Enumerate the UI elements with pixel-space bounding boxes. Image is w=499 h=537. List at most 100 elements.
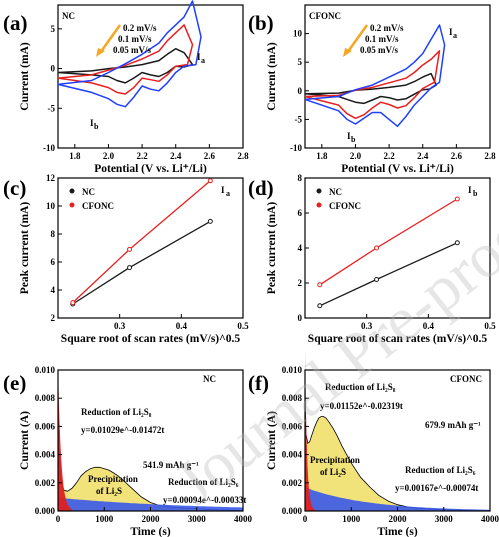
scan-rate-arrow xyxy=(98,24,122,54)
data-point-CFONC xyxy=(127,246,133,252)
y-tick-label: 0.004 xyxy=(35,450,56,460)
blue-annotation: Reduction of Li₂S₆ xyxy=(168,477,239,487)
data-point-NC xyxy=(207,218,213,224)
legend-marker-CFONC xyxy=(69,202,75,208)
y-tick-label: 2 xyxy=(298,278,303,288)
legend-marker-NC xyxy=(316,188,322,194)
series-line-0-1-mV-s xyxy=(304,50,441,120)
y-tick-label: 0.008 xyxy=(35,393,56,403)
y-axis-label: Current (A) xyxy=(19,411,31,470)
data-point-CFONC xyxy=(70,300,76,306)
red-annotation: Reduction of Li₂S₈ xyxy=(325,382,396,392)
x-axis-label: Potential (V vs. Li⁺/Li) xyxy=(94,163,207,175)
legend-label-CFONC: CFONC xyxy=(82,201,114,211)
y-tick-label: -10 xyxy=(290,143,302,153)
li2s6-reduction-area xyxy=(305,487,490,511)
yellow-annotation-2: of Li₂S xyxy=(320,467,346,477)
blue-equation: y=0.00167e^-0.00074t xyxy=(395,483,478,493)
x-tick-label: 2.0 xyxy=(103,151,115,161)
y-tick-label: 0.006 xyxy=(35,421,56,431)
area-panel-e: 0 1000 2000 3000 4000 0.000 0.002 0.004 0.006 0.0… xyxy=(3,365,253,537)
panel-label: (c) xyxy=(3,176,26,200)
x-axis-label: Time (s) xyxy=(130,526,171,537)
peak-label: I xyxy=(468,185,472,195)
legend-label: 0.05 mV/s xyxy=(113,45,151,55)
x-axis-label: Square root of scan rates (mV/s)^0.5 xyxy=(61,333,241,345)
y-tick-label: 0 xyxy=(298,86,303,96)
x-axis-label: Potential (V vs. Li⁺/Li) xyxy=(341,163,454,175)
x-tick-label: 1000 xyxy=(95,514,114,524)
sample-tag: NC xyxy=(62,11,75,21)
y-axis-label: Current (mA) xyxy=(266,42,278,111)
peak-label: I xyxy=(221,185,225,195)
plot-frame xyxy=(304,4,491,149)
y-tick-label: 10 xyxy=(293,29,303,39)
peak-label-ib-sub: b xyxy=(351,135,356,144)
data-point-NC xyxy=(374,277,380,282)
panel-label: (d) xyxy=(248,176,274,200)
legend-marker-NC xyxy=(69,188,75,194)
y-tick-label: 4 xyxy=(298,243,303,253)
series-line-0-2-mV-s xyxy=(304,24,446,128)
legend-label-NC: NC xyxy=(82,187,95,197)
x-tick-label: 0.4 xyxy=(176,321,188,331)
x-tick-label: 3000 xyxy=(188,514,207,524)
series-line-0-05-mV-s xyxy=(304,72,437,105)
y-tick-label: 4 xyxy=(51,285,56,295)
data-point-NC xyxy=(127,265,133,271)
panel-label: (b) xyxy=(248,11,274,35)
y-tick-label: 0.002 xyxy=(35,478,56,488)
y-tick-label: 8 xyxy=(51,229,56,239)
x-tick-label: 2000 xyxy=(142,514,161,524)
legend-label-NC: NC xyxy=(329,187,342,197)
y-tick-label: 0.010 xyxy=(35,365,56,375)
yellow-annotation: Precipitation xyxy=(88,474,138,484)
x-tick-label: 2.0 xyxy=(350,151,362,161)
x-tick-label: 2.8 xyxy=(484,151,496,161)
y-tick-label: 0.002 xyxy=(282,478,303,488)
plot-frame xyxy=(57,4,244,149)
x-tick-label: 1.8 xyxy=(316,151,328,161)
peak-label-ib: I xyxy=(90,118,94,128)
cv-panel-b: 1.8 2.0 2.2 2.4 2.6 2.8 -10 -5 0 5 10 Potential (V … xyxy=(248,4,496,175)
x-axis-label: Square root of scan rates (mV/s)^0.5 xyxy=(308,333,488,345)
x-tick-label: 0.3 xyxy=(361,321,373,331)
y-tick-label: 2 xyxy=(51,313,56,323)
x-tick-label: 2.4 xyxy=(417,151,429,161)
fit-line-NC xyxy=(72,220,211,305)
x-tick-label: 4000 xyxy=(481,514,499,524)
x-tick-label: 1000 xyxy=(342,514,361,524)
area-panel-f: 0 1000 2000 3000 4000 0.000 0.002 0.004 0.006 0.0… xyxy=(248,348,499,537)
x-tick-label: 0 xyxy=(56,514,61,524)
y-tick-label: 0 xyxy=(51,64,56,74)
y-tick-label: -10 xyxy=(43,143,55,153)
y-tick-label: 0.006 xyxy=(282,421,303,431)
legend-label: 0.1 mV/s xyxy=(365,34,399,44)
panel-label: (f) xyxy=(248,371,269,395)
x-tick-label: 0.5 xyxy=(237,321,249,331)
y-tick-label: 0.000 xyxy=(282,506,303,516)
x-tick-label: 2.2 xyxy=(383,151,395,161)
scan-rate-arrowhead xyxy=(343,48,352,57)
cv-panel-a: 1.8 2.0 2.2 2.4 2.6 2.8 -10 -5 0 5 Potential (V vs… xyxy=(3,0,249,175)
panel-label: (a) xyxy=(3,11,28,35)
y-axis-label: Current (A) xyxy=(266,411,278,470)
y-tick-label: 0.008 xyxy=(282,393,303,403)
series-line-0-05-mV-s xyxy=(57,47,194,84)
sample-tag: NC xyxy=(203,374,216,384)
scan-rate-arrow xyxy=(345,24,369,54)
x-tick-label: 2.6 xyxy=(204,151,216,161)
x-tick-label: 3000 xyxy=(435,514,454,524)
peak-label-ia-sub: a xyxy=(453,31,457,40)
legend-label: 0.05 mV/s xyxy=(360,45,398,55)
x-axis-label: Time (s) xyxy=(377,526,418,537)
y-tick-label: 6 xyxy=(298,208,303,218)
fit-panel-c: 0.3 0.4 0.5 2 4 6 8 10 12 Square root of scan rat… xyxy=(3,173,249,345)
data-point-CFONC xyxy=(454,196,460,202)
series-line-0-2-mV-s xyxy=(57,0,202,108)
peak-label-sub: b xyxy=(473,189,478,198)
y-tick-label: 0.004 xyxy=(282,450,303,460)
data-point-CFONC xyxy=(374,245,380,251)
red-annotation: Reduction of Li₂S₈ xyxy=(81,407,152,417)
legend-label: 0.2 mV/s xyxy=(370,23,404,33)
